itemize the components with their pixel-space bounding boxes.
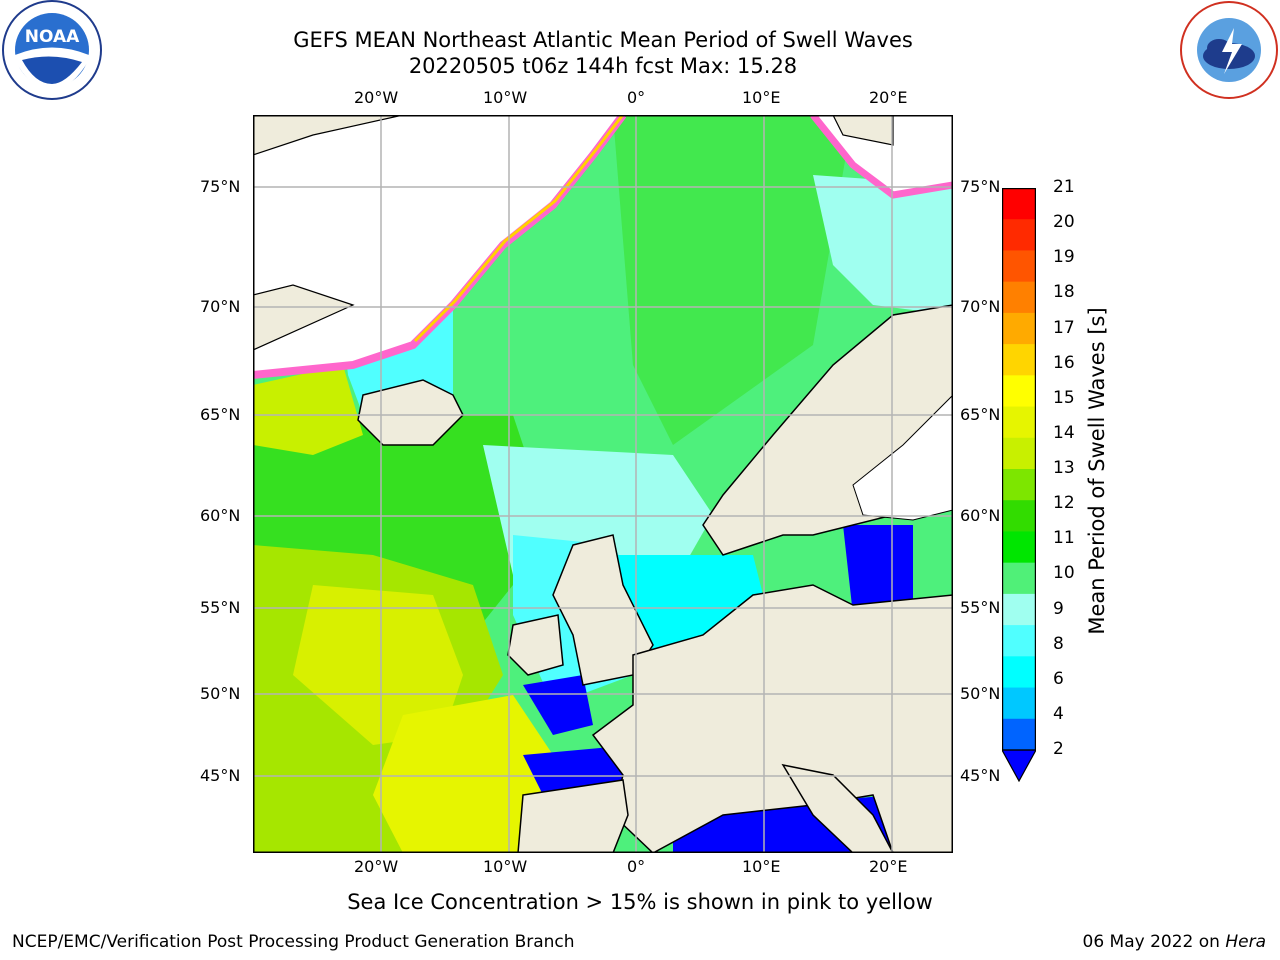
lat-tick-left: 50°N	[200, 684, 241, 703]
swell-band-9s-barents	[813, 175, 953, 315]
land-greenland-east	[253, 284, 355, 351]
colorbar-tick-label: 2	[1053, 739, 1064, 759]
map-svg	[253, 115, 953, 853]
colorbar-segment	[1002, 469, 1036, 501]
lon-tick-bottom: 10°E	[742, 857, 781, 876]
footer-date: 06 May 2022 on Hera	[1083, 932, 1267, 952]
colorbar-tick-label: 11	[1053, 528, 1075, 549]
colorbar	[1000, 188, 1038, 783]
swell-band-2s-baltic	[843, 525, 913, 615]
swell-band-14s	[373, 695, 553, 853]
lat-tick-right: 55°N	[960, 598, 1001, 617]
colorbar-tick-label: 21	[1053, 177, 1075, 197]
colorbar-segment	[1002, 375, 1036, 408]
colorbar-tick-label: 14	[1053, 422, 1075, 443]
colorbar-tick-label: 17	[1053, 317, 1075, 338]
colorbar-segment	[1002, 625, 1036, 657]
lat-tick-left: 45°N	[200, 766, 241, 785]
lat-tick-left: 75°N	[200, 177, 241, 196]
graticule	[253, 115, 953, 853]
chart-subtitle: 20220505 t06z 144h fcst Max: 15.28	[408, 54, 798, 78]
swell-band-11s-north	[613, 115, 853, 445]
noaa-logo: NOAA	[0, 0, 104, 100]
colorbar-tick-label: 4	[1053, 703, 1064, 724]
colorbar-segment	[1002, 687, 1036, 720]
colorbar-tick-label: 15	[1053, 387, 1075, 408]
lon-tick-top: 20°W	[354, 88, 399, 107]
lat-tick-right: 60°N	[960, 506, 1001, 525]
footer-credit: NCEP/EMC/Verification Post Processing Pr…	[12, 932, 575, 952]
lon-tick-bottom: 10°W	[483, 857, 528, 876]
sea-ice-edge-svalbard	[810, 115, 953, 199]
sea-ice-annotation: Sea Ice Concentration > 15% is shown in …	[347, 890, 933, 914]
footer-host: Hera	[1225, 932, 1266, 952]
colorbar-segment	[1002, 312, 1036, 345]
colorbar-segment	[1002, 500, 1036, 532]
colorbar-frame	[1002, 188, 1036, 751]
colorbar-tick-label: 13	[1053, 458, 1075, 478]
lon-tick-bottom: 0°	[627, 857, 646, 876]
lon-tick-top: 0°	[627, 88, 646, 107]
lat-tick-right: 75°N	[960, 177, 1001, 196]
colorbar-svg	[1000, 188, 1038, 783]
colorbar-tick-label: 9	[1053, 598, 1064, 619]
footer-date-text: 06 May 2022 on	[1082, 932, 1220, 952]
colorbar-tick-label: 6	[1053, 668, 1064, 689]
map-frame	[253, 115, 953, 853]
colorbar-tick-label: 8	[1053, 633, 1064, 654]
lon-tick-top: 10°W	[483, 88, 528, 107]
lat-tick-left: 60°N	[200, 506, 241, 525]
colorbar-segment	[1002, 718, 1036, 751]
colorbar-segment	[1002, 656, 1036, 689]
colorbar-ticks: 21 20 19 18 17 16 15 14 13 12 11 10 9 8 6 4 2	[1053, 177, 1093, 778]
noaa-logo-text: NOAA	[25, 27, 80, 47]
lat-tick-right: 50°N	[960, 684, 1001, 703]
colorbar-label: Mean Period of Swell Waves [s]	[1085, 307, 1109, 635]
colorbar-tick-label: 16	[1053, 352, 1075, 373]
lat-tick-right: 65°N	[960, 405, 1001, 424]
lat-tick-left: 70°N	[200, 297, 241, 316]
colorbar-segment	[1002, 437, 1036, 470]
colorbar-tick-label: 20	[1053, 212, 1075, 233]
swell-period-map	[253, 115, 953, 853]
colorbar-segment	[1002, 219, 1036, 251]
colorbar-segment	[1002, 250, 1036, 283]
lon-tick-bottom: 20°W	[354, 857, 399, 876]
sea-ice-greenland	[253, 115, 623, 375]
colorbar-segment	[1002, 593, 1036, 626]
colorbar-segment	[1002, 562, 1036, 595]
land-svalbard	[832, 115, 894, 146]
lon-tick-bottom: 20°E	[869, 857, 908, 876]
land-iberia	[517, 779, 629, 853]
colorbar-tick-label: 10	[1053, 563, 1075, 584]
swell-band-2s-irishsea	[523, 675, 593, 735]
nws-logo	[1178, 0, 1280, 100]
colorbar-tick-label: 18	[1053, 282, 1075, 303]
chart-title: GEFS MEAN Northeast Atlantic Mean Period…	[293, 28, 913, 52]
colorbar-segment	[1002, 188, 1036, 220]
swell-band-12s-greenland	[253, 365, 363, 455]
lat-tick-left: 55°N	[200, 598, 241, 617]
colorbar-segment	[1002, 406, 1036, 439]
colorbar-segment	[1002, 344, 1036, 376]
colorbar-tick-label: 19	[1053, 247, 1075, 268]
lat-tick-right: 70°N	[960, 297, 1001, 316]
lat-tick-left: 65°N	[200, 405, 241, 424]
colorbar-under-arrow	[1000, 749, 1038, 783]
land-continental-europe	[591, 584, 953, 853]
lon-tick-top: 10°E	[742, 88, 781, 107]
lon-tick-top: 20°E	[869, 88, 908, 107]
colorbar-segment	[1002, 531, 1036, 564]
colorbar-tick-label: 12	[1053, 493, 1075, 514]
land-italy	[781, 763, 894, 853]
colorbar-segment	[1002, 281, 1036, 314]
swell-band-13s	[293, 585, 463, 745]
lat-tick-right: 45°N	[960, 766, 1001, 785]
land-greenland-north	[253, 115, 404, 156]
land-iceland	[357, 379, 464, 446]
